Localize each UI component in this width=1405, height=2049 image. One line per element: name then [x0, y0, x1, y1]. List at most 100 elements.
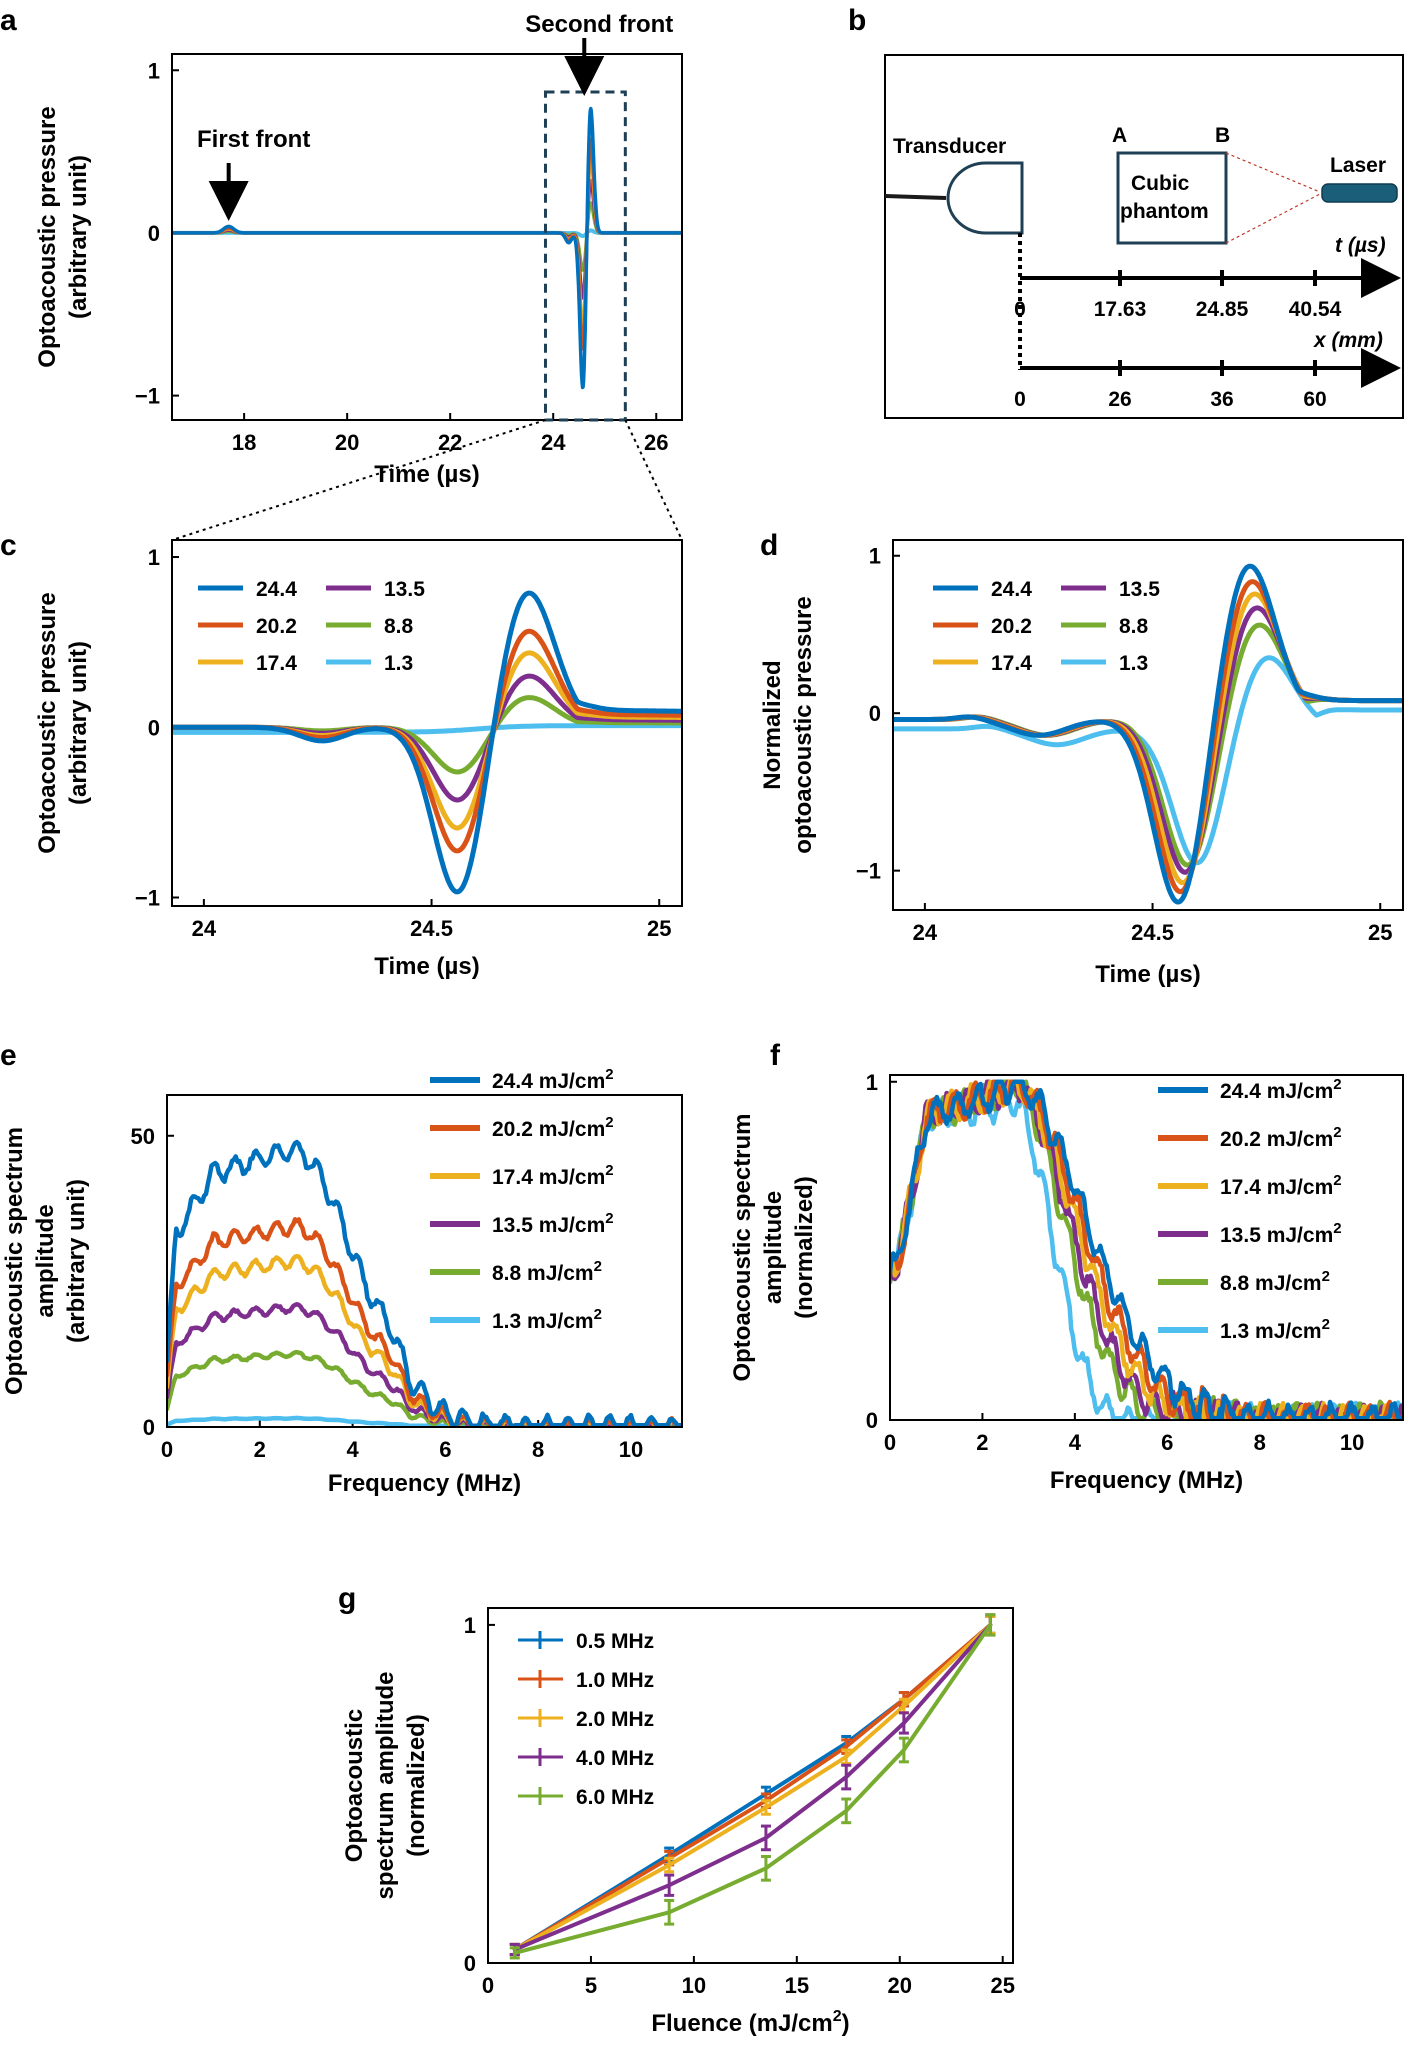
legend-label: 24.4	[256, 578, 297, 601]
x-axis-ticks: 0 26 36 60	[1014, 360, 1327, 411]
x-tick-label: 0	[884, 1430, 896, 1455]
y-tick-label: 1	[866, 1070, 878, 1095]
legend-label: 8.8	[1119, 615, 1149, 638]
x-axis-label: Time (µs)	[374, 953, 479, 980]
legend-label: 13.5	[384, 578, 425, 601]
legend-label: 8.8 mJ/cm2	[492, 1258, 602, 1285]
x-tick-label: 60	[1303, 388, 1326, 411]
x-tick-label: 0	[1014, 388, 1026, 411]
y-tick-label: 0	[143, 1415, 155, 1440]
plot-frame	[892, 539, 1404, 911]
x-tick-label: 10	[619, 1437, 643, 1462]
series-line-20.2 mJ/cm2	[168, 1217, 681, 1426]
x-tick-label: 6	[1161, 1430, 1173, 1455]
series-line-24.4 mJ/cm2	[168, 1139, 681, 1426]
y-axis-label: optoacoustic pressure	[790, 596, 817, 853]
plot-frame	[889, 1074, 1404, 1421]
y-tick-label: 50	[131, 1124, 155, 1149]
panel-b-label: b	[848, 4, 866, 37]
series-line-24.4 mJ/cm2	[891, 1079, 1402, 1419]
panel-label: a	[0, 4, 17, 37]
panel-label: e	[0, 1039, 17, 1072]
panel-d-chart: 24 24.5 25 1 0 −1 d Time (µs) Normalized optoacou…	[759, 529, 1404, 988]
legend-label: 8.8 mJ/cm2	[1220, 1268, 1330, 1295]
series-line-24.4	[173, 590, 681, 895]
legend-label: 1.3	[1119, 652, 1148, 675]
x-tick-label: 8	[1254, 1430, 1266, 1455]
panel-f-chart: 0 2 4 6 8 10 0 1 f Frequency (MHz) Optoacoustic sp…	[729, 1039, 1404, 1494]
y-axis-label: Optoacoustic spectrum	[1, 1127, 28, 1395]
plot-frame	[166, 1094, 683, 1428]
x-tick-label: 24.5	[410, 916, 453, 941]
legend-label: 1.3 mJ/cm2	[492, 1306, 602, 1333]
panel-e-chart: 0 2 4 6 8 10 0 50 e Frequency (MHz) Optoacoustic s…	[0, 1039, 683, 1497]
legend-label: 4.0 MHz	[576, 1747, 654, 1770]
y-tick-label: 1	[148, 58, 160, 83]
phantom-label-line1: Cubic	[1131, 172, 1190, 195]
zoom-connector-right	[624, 419, 683, 541]
second-front-label: Second front	[525, 11, 673, 38]
transducer-label: Transducer	[893, 135, 1006, 158]
legend-label: 20.2 mJ/cm2	[1220, 1124, 1342, 1151]
y-axis-label: amplitude	[32, 1204, 59, 1317]
corner-b-label: B	[1215, 124, 1230, 147]
panel-b-diagram: b Transducer Cubic phantom A B Laser t (…	[848, 4, 1404, 419]
series-line-8.8	[173, 201, 681, 272]
diagram-frame	[884, 54, 1404, 419]
x-tick-label: 5	[585, 1973, 597, 1998]
zoom-connector-lines	[171, 419, 683, 541]
t-tick-label: 17.63	[1094, 298, 1147, 321]
legend-label: 13.5 mJ/cm2	[492, 1210, 614, 1237]
x-tick-label: 24.5	[1131, 920, 1174, 945]
x-axis-label: Frequency (MHz)	[1050, 1467, 1243, 1494]
legend-label: 8.8	[384, 615, 414, 638]
legend-label: 17.4 mJ/cm2	[1220, 1172, 1342, 1199]
panel-label: g	[338, 1582, 356, 1615]
panel-label: c	[0, 529, 17, 562]
y-axis-label: Normalized	[759, 660, 786, 789]
zoom-connector-left	[171, 419, 546, 541]
y-axis-label: (normalized)	[403, 1714, 430, 1857]
t-tick-label: 40.54	[1289, 298, 1342, 321]
legend-label: 17.4 mJ/cm2	[492, 1162, 614, 1189]
legend-label: 17.4	[991, 652, 1032, 675]
x-tick-label: 15	[785, 1973, 809, 1998]
legend-label: 6.0 MHz	[576, 1786, 654, 1809]
t-tick-label: 0	[1014, 298, 1026, 321]
x-axis-label: Frequency (MHz)	[328, 1470, 521, 1497]
legend-label: 17.4	[256, 652, 297, 675]
x-tick-label: 26	[644, 430, 668, 455]
series-line-13.5 mJ/cm2	[891, 1079, 1402, 1419]
x-tick-label: 18	[232, 430, 256, 455]
x-tick-label: 25	[990, 1973, 1014, 1998]
x-tick-label: 36	[1210, 388, 1233, 411]
t-axis-ticks: 0 17.63 24.85 40.54	[1014, 270, 1342, 321]
y-axis-label: Optoacoustic spectrum	[729, 1113, 756, 1381]
plot-frame	[487, 1607, 1014, 1964]
y-axis-label: (arbitrary unit)	[63, 1179, 90, 1343]
legend-label: 24.4 mJ/cm2	[1220, 1076, 1342, 1103]
x-tick-label: 4	[346, 1437, 359, 1462]
legend-label: 20.2 mJ/cm2	[492, 1114, 614, 1141]
t-axis-label: t (µs)	[1335, 234, 1386, 257]
plot-frame	[171, 53, 683, 421]
legend-label: 20.2	[256, 615, 297, 638]
series-line-4.0 MHz	[512, 1622, 993, 1952]
plot-frame	[171, 539, 683, 907]
y-tick-label: 0	[148, 715, 160, 740]
panel-g-chart: 0 5 10 15 20 25 0 1 g Optoacoustic spectrum amplit…	[338, 1582, 1015, 2037]
y-tick-label: 1	[869, 544, 881, 569]
legend-label: 1.3 mJ/cm2	[1220, 1316, 1330, 1343]
x-tick-label: 20	[335, 430, 359, 455]
panel-label: f	[770, 1039, 781, 1072]
legend-label: 20.2	[991, 615, 1032, 638]
panel-c-chart: 24 24.5 25 1 0 −1 c Time (µs) Optoacoustic press…	[0, 529, 683, 980]
corner-a-label: A	[1112, 124, 1127, 147]
x-tick-label: 25	[1368, 920, 1392, 945]
x-axis-label: Time (µs)	[1095, 961, 1200, 988]
legend-label: 0.5 MHz	[576, 1630, 654, 1653]
x-tick-label: 24	[541, 430, 566, 455]
legend-label: 24.4	[991, 578, 1032, 601]
y-axis-label: Optoacoustic	[341, 1709, 368, 1862]
